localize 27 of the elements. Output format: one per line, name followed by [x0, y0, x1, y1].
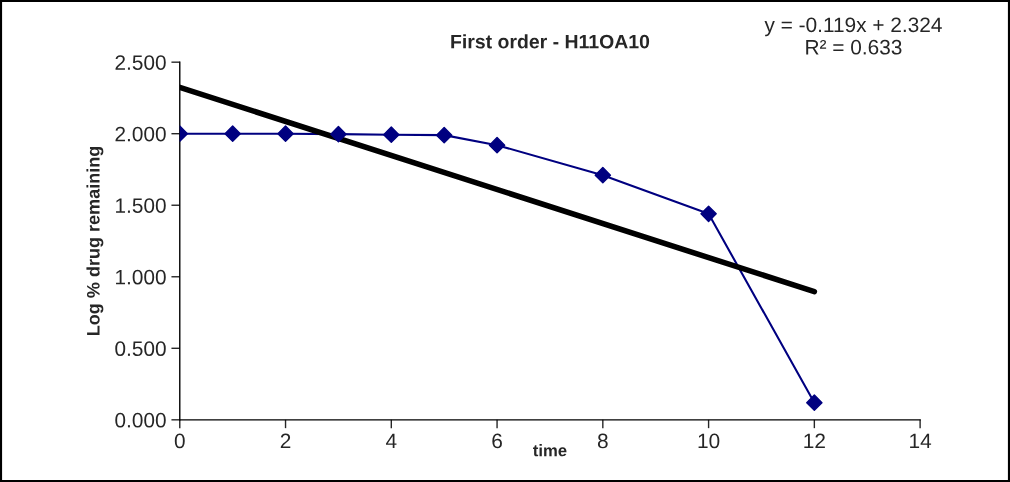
point — [594, 166, 612, 184]
x-tick-label: 8 — [597, 433, 608, 449]
y-tick-label: 0.000 — [115, 412, 166, 428]
y-tick-label: 2.500 — [115, 55, 166, 70]
point — [700, 205, 717, 223]
y-tick-label: 2.000 — [115, 126, 166, 142]
x-tick-label: 14 — [910, 433, 932, 449]
y-tick-label: 1.500 — [116, 198, 166, 213]
point — [383, 126, 400, 144]
point — [224, 125, 241, 143]
x-tick-label: 12 — [804, 433, 825, 449]
chart-title: First order - H11OA10 — [451, 34, 650, 49]
x-tick-label: 4 — [385, 433, 397, 449]
x-tick-label: 2 — [280, 433, 291, 449]
x-tick-label: 6 — [492, 433, 502, 449]
x-tick-label: 10 — [698, 433, 720, 449]
y-tick-label: 1.000 — [116, 269, 166, 285]
point — [330, 125, 347, 143]
x-tick-label: 0 — [174, 433, 185, 449]
point — [277, 125, 294, 143]
x-axis-title: time — [533, 444, 567, 457]
y-axis-title: Log % drug remaining — [86, 146, 104, 336]
y-tick-label: 0.500 — [115, 341, 166, 357]
point — [488, 136, 506, 154]
text: y = -0.119x + 2.324 R² = 0.633 — [764, 17, 942, 55]
point — [435, 126, 453, 144]
point — [806, 394, 823, 411]
